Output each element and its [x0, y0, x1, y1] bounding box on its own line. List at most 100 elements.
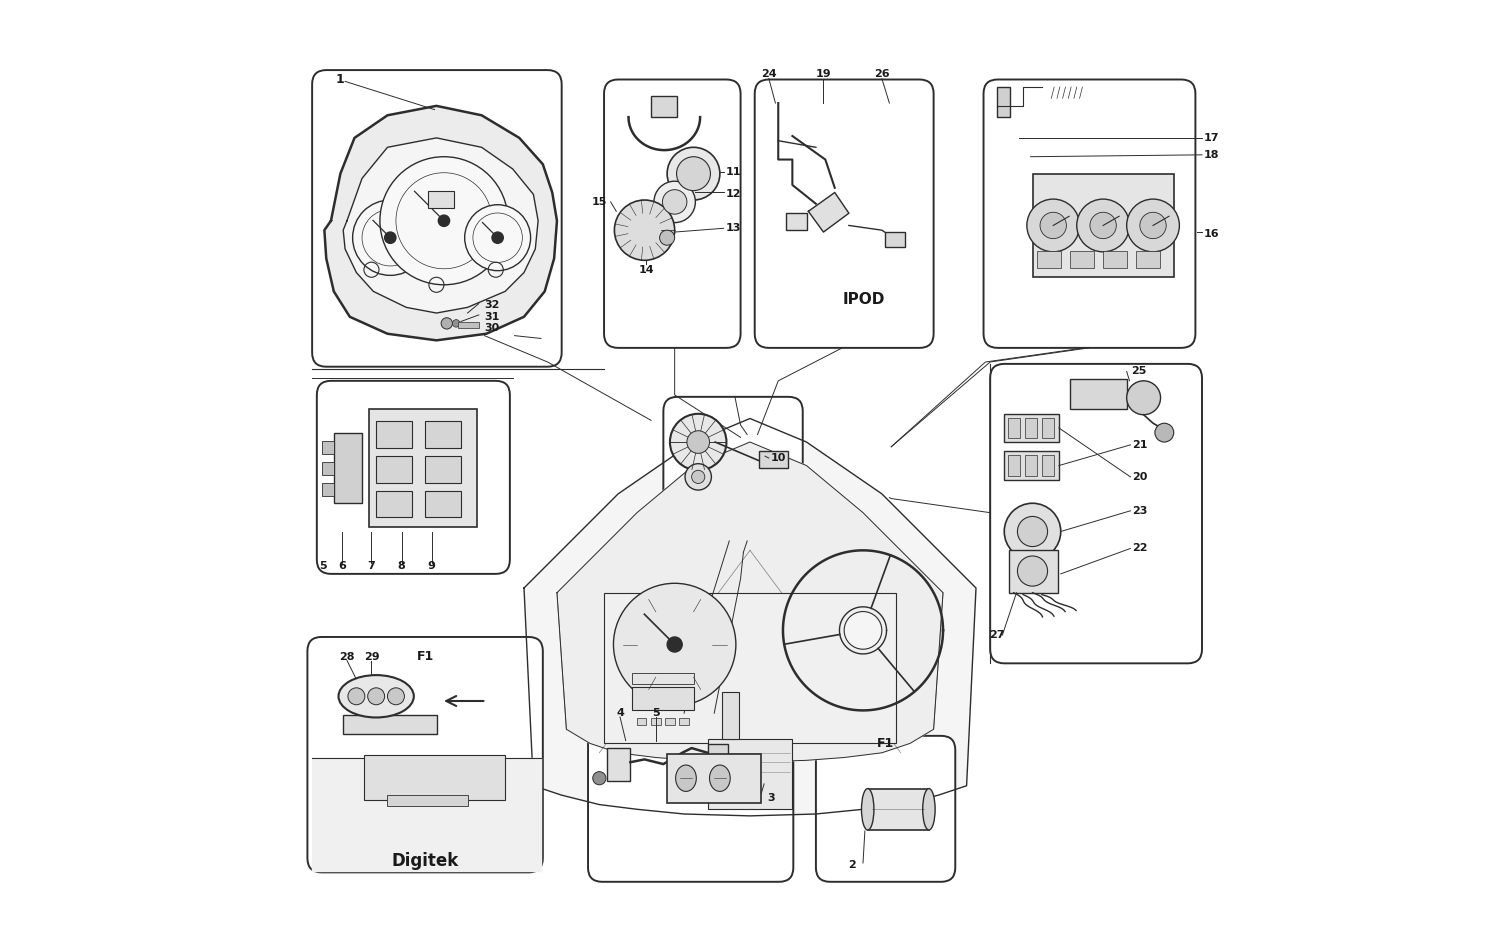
- FancyBboxPatch shape: [604, 80, 741, 348]
- Bar: [867, 788, 928, 830]
- Text: 23: 23: [1132, 505, 1148, 516]
- FancyBboxPatch shape: [663, 397, 802, 552]
- Bar: [1042, 455, 1054, 476]
- Circle shape: [384, 232, 396, 243]
- Bar: [708, 744, 729, 759]
- Text: 16: 16: [1204, 229, 1219, 239]
- Text: F1: F1: [878, 737, 894, 750]
- Text: 5: 5: [320, 561, 327, 571]
- Text: 30: 30: [484, 323, 500, 333]
- Circle shape: [1155, 423, 1173, 442]
- FancyBboxPatch shape: [588, 714, 794, 882]
- Circle shape: [348, 688, 364, 705]
- Circle shape: [387, 688, 405, 705]
- Text: 22: 22: [1132, 543, 1148, 554]
- Circle shape: [615, 200, 675, 260]
- Text: F1: F1: [417, 650, 434, 663]
- Bar: [608, 748, 630, 781]
- Bar: [376, 491, 412, 518]
- Bar: [1005, 414, 1059, 442]
- Text: 2: 2: [847, 860, 855, 870]
- Text: 9: 9: [427, 561, 435, 571]
- Circle shape: [352, 200, 428, 276]
- Bar: [458, 322, 478, 328]
- Text: 32: 32: [484, 300, 500, 311]
- Bar: [604, 593, 896, 743]
- Ellipse shape: [710, 765, 730, 791]
- Text: 20: 20: [1132, 472, 1148, 482]
- Circle shape: [1028, 200, 1080, 252]
- Circle shape: [380, 157, 508, 285]
- Bar: [376, 456, 412, 483]
- Text: IPOD: IPOD: [843, 293, 885, 308]
- Circle shape: [686, 464, 711, 490]
- Bar: [722, 692, 738, 739]
- Text: 8: 8: [398, 561, 405, 571]
- Bar: [322, 483, 334, 496]
- Polygon shape: [344, 138, 538, 314]
- Bar: [680, 718, 688, 726]
- Circle shape: [1017, 517, 1047, 546]
- Ellipse shape: [675, 765, 696, 791]
- Circle shape: [692, 470, 705, 484]
- Text: 31: 31: [484, 312, 500, 322]
- Bar: [885, 232, 906, 247]
- Bar: [1102, 251, 1126, 268]
- Circle shape: [844, 612, 882, 649]
- Circle shape: [438, 215, 450, 226]
- Bar: [1070, 251, 1094, 268]
- Text: 14: 14: [639, 265, 654, 275]
- Bar: [364, 754, 506, 800]
- Bar: [1005, 451, 1059, 480]
- Circle shape: [441, 317, 453, 329]
- Polygon shape: [524, 419, 976, 816]
- Circle shape: [670, 414, 726, 470]
- Bar: [1008, 455, 1020, 476]
- Circle shape: [453, 319, 460, 327]
- Text: 10: 10: [771, 453, 786, 463]
- Bar: [1024, 455, 1036, 476]
- Text: 7: 7: [368, 561, 375, 571]
- Bar: [376, 421, 412, 447]
- Polygon shape: [312, 757, 542, 870]
- FancyBboxPatch shape: [754, 80, 933, 348]
- Circle shape: [1140, 212, 1166, 238]
- Circle shape: [663, 190, 687, 214]
- Text: 28: 28: [339, 652, 354, 662]
- FancyBboxPatch shape: [984, 80, 1196, 348]
- Text: 6: 6: [339, 561, 346, 571]
- Bar: [651, 718, 660, 726]
- Text: 11: 11: [726, 167, 741, 177]
- Circle shape: [687, 430, 709, 453]
- Ellipse shape: [861, 788, 874, 830]
- Circle shape: [1077, 200, 1130, 252]
- Polygon shape: [324, 105, 556, 340]
- Bar: [1136, 251, 1160, 268]
- Text: 21: 21: [1132, 440, 1148, 450]
- Bar: [633, 687, 693, 711]
- Text: 4: 4: [616, 709, 624, 718]
- Text: 15: 15: [591, 197, 608, 207]
- Bar: [1024, 418, 1036, 438]
- Bar: [638, 718, 646, 726]
- Bar: [759, 451, 788, 468]
- Circle shape: [368, 688, 384, 705]
- Text: 25: 25: [1131, 367, 1146, 376]
- Text: 3: 3: [766, 793, 774, 803]
- Ellipse shape: [339, 675, 414, 717]
- Bar: [666, 718, 675, 726]
- Circle shape: [668, 147, 720, 200]
- Circle shape: [1017, 556, 1047, 586]
- FancyBboxPatch shape: [816, 736, 956, 882]
- Circle shape: [654, 181, 696, 222]
- FancyBboxPatch shape: [990, 364, 1202, 663]
- Bar: [424, 491, 460, 518]
- Circle shape: [676, 157, 711, 191]
- FancyBboxPatch shape: [308, 636, 543, 872]
- Text: 24: 24: [760, 68, 777, 79]
- FancyBboxPatch shape: [316, 381, 510, 574]
- Bar: [1070, 379, 1126, 409]
- Bar: [424, 421, 460, 447]
- Text: 17: 17: [1204, 133, 1219, 142]
- Bar: [344, 715, 438, 734]
